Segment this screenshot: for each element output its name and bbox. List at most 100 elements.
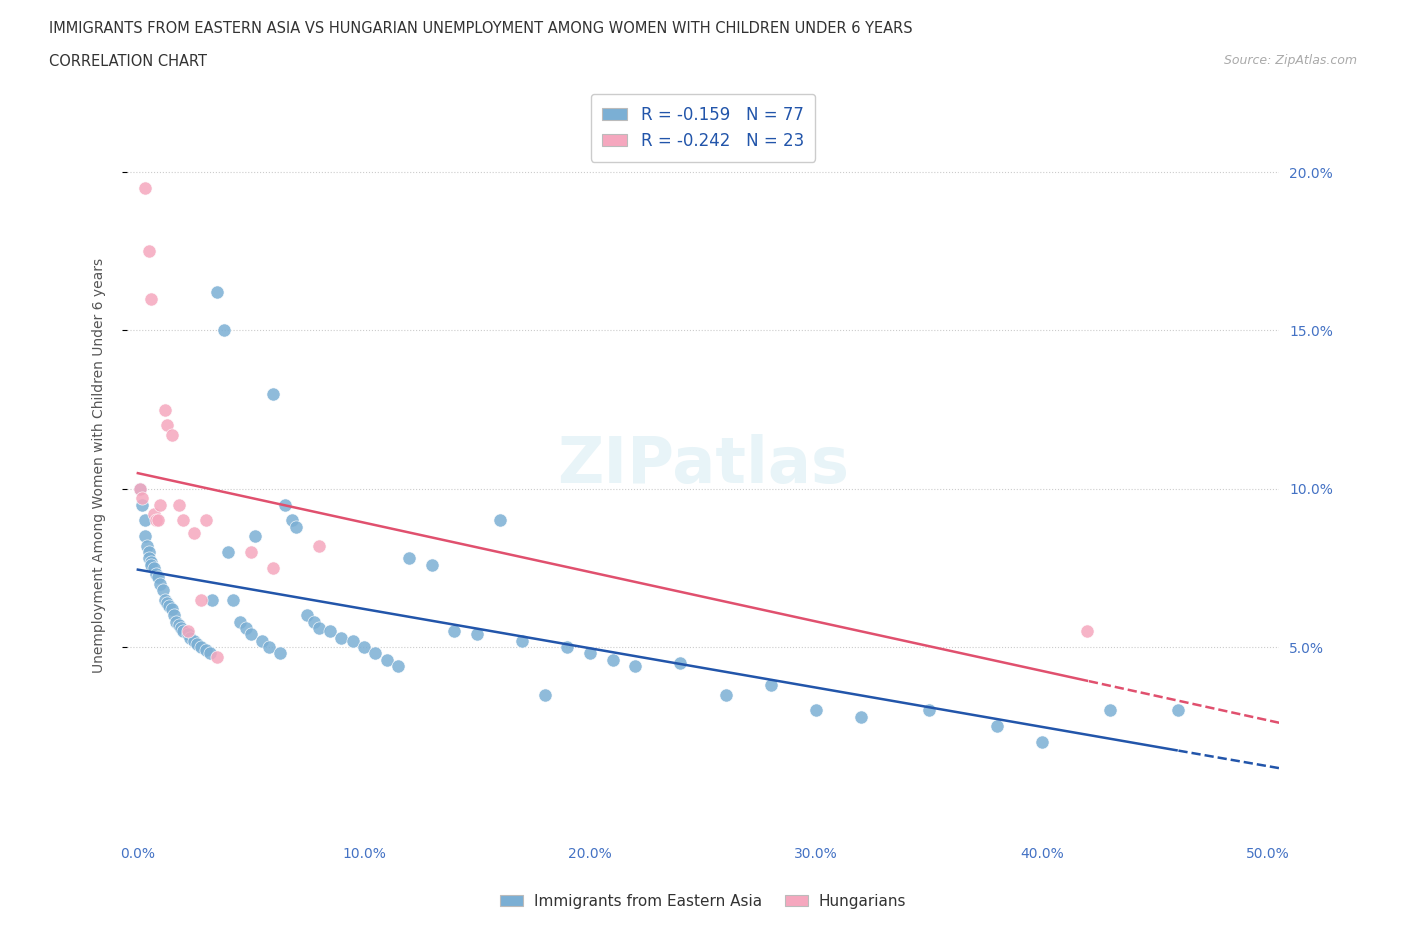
Point [804,703,827,718]
Point [135,538,157,553]
Point [245,529,267,544]
Point [131,498,153,512]
Point [170,620,193,635]
Point [228,615,250,630]
Point [183,633,205,648]
Point [398,551,420,565]
Point [141,557,163,572]
Text: ZIPatlas: ZIPatlas [557,434,849,496]
Point [285,519,308,534]
Text: CORRELATION CHART: CORRELATION CHART [49,54,207,69]
Point [152,582,174,597]
Point [257,640,280,655]
Point [557,640,579,655]
Point [138,244,160,259]
Point [205,649,228,664]
Point [176,627,198,642]
Point [149,498,172,512]
Point [145,566,167,581]
Point [510,633,533,648]
Point [222,592,245,607]
Point [239,627,262,642]
Point [183,525,205,540]
Point [179,631,201,645]
Point [159,598,181,613]
Point [176,624,198,639]
Point [302,615,325,630]
Point [129,482,152,497]
Point [308,538,330,553]
Point [201,592,224,607]
Point [131,491,153,506]
Point [263,386,285,401]
Point [153,592,176,607]
Point [364,646,387,661]
Point [129,482,152,497]
Point [488,513,510,528]
Point [172,513,194,528]
Point [918,703,941,718]
Point [669,656,692,671]
Point [759,678,782,693]
Point [1031,735,1053,750]
Point [308,620,330,635]
Text: IMMIGRANTS FROM EASTERN ASIA VS HUNGARIAN UNEMPLOYMENT AMONG WOMEN WITH CHILDREN: IMMIGRANTS FROM EASTERN ASIA VS HUNGARIA… [49,21,912,36]
Point [1076,624,1098,639]
Point [141,554,163,569]
Point [149,577,172,591]
Point [235,620,257,635]
Point [167,498,190,512]
Point [297,608,319,623]
Point [160,602,183,617]
Point [190,592,212,607]
Point [443,624,465,639]
Point [134,180,156,195]
Point [250,633,273,648]
Point [194,513,217,528]
Point [142,507,165,522]
Point [274,498,297,512]
Point [142,561,165,576]
Legend: R = -0.159   N = 77, R = -0.242   N = 23: R = -0.159 N = 77, R = -0.242 N = 23 [591,94,815,162]
Point [205,285,228,299]
Point [239,545,262,560]
Point [330,631,353,645]
Point [153,402,176,417]
Point [160,428,183,443]
Point [533,687,555,702]
Point [212,323,235,338]
Point [269,646,291,661]
Point [190,640,212,655]
Point [579,646,602,661]
Y-axis label: Unemployment Among Women with Children Under 6 years: Unemployment Among Women with Children U… [91,258,105,672]
Point [163,608,186,623]
Point [156,595,179,610]
Point [156,418,179,432]
Point [714,687,737,702]
Point [1167,703,1189,718]
Point [165,615,187,630]
Point [319,624,342,639]
Point [134,529,156,544]
Point [141,291,163,306]
Point [263,561,285,576]
Point [342,633,364,648]
Point [167,618,190,632]
Point [387,658,409,673]
Point [134,513,156,528]
Point [217,545,239,560]
Point [172,624,194,639]
Point [624,658,647,673]
Point [138,551,160,565]
Point [280,513,302,528]
Point [148,570,170,585]
Point [851,710,873,724]
Point [353,640,375,655]
Point [138,545,160,560]
Legend: Immigrants from Eastern Asia, Hungarians: Immigrants from Eastern Asia, Hungarians [494,888,912,915]
Point [186,636,208,651]
Point [194,643,217,658]
Point [1098,703,1121,718]
Point [198,646,221,661]
Point [145,513,167,528]
